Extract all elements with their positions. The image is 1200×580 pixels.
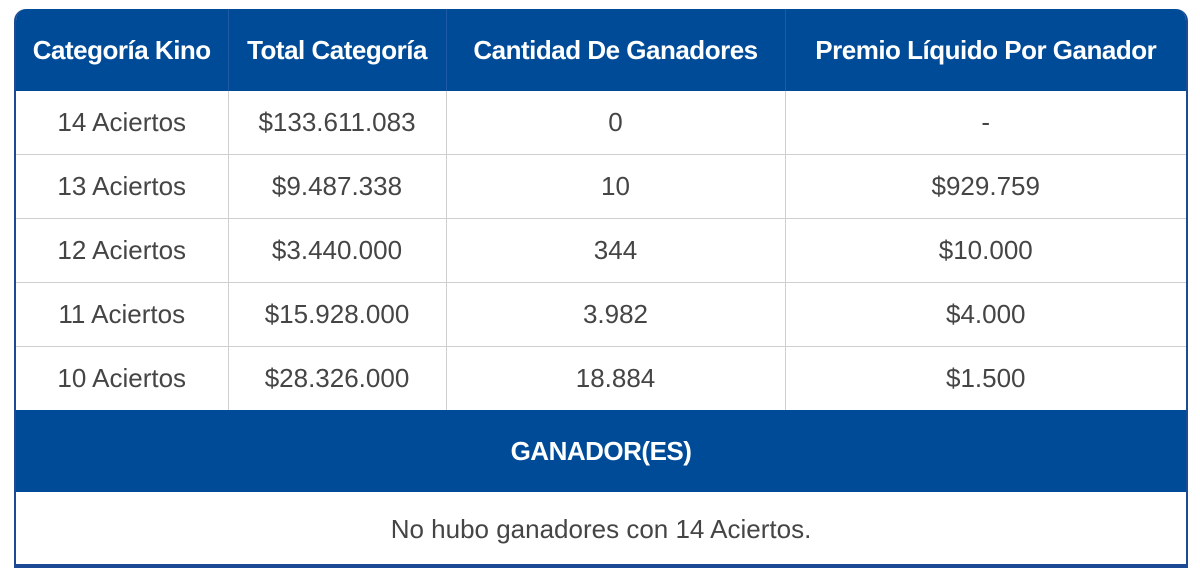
- header-cantidad-ganadores: Cantidad De Ganadores: [445, 9, 785, 91]
- table-row: 11 Aciertos $15.928.000 3.982 $4.000: [16, 282, 1186, 347]
- cell-winners-count: 344: [445, 218, 785, 283]
- cell-winners-count: 3.982: [445, 282, 785, 347]
- cell-total: $15.928.000: [227, 282, 446, 347]
- header-total-categoria: Total Categoría: [227, 9, 446, 91]
- table-row: 14 Aciertos $133.611.083 0 -: [16, 91, 1186, 155]
- table-row: 13 Aciertos $9.487.338 10 $929.759: [16, 154, 1186, 219]
- prize-results-panel: Categoría Kino Total Categoría Cantidad …: [14, 9, 1188, 568]
- cell-prize-per-winner: $929.759: [784, 154, 1186, 219]
- cell-total: $9.487.338: [227, 154, 446, 219]
- prize-table-body: 14 Aciertos $133.611.083 0 - 13 Aciertos…: [16, 91, 1186, 410]
- cell-winners-count: 0: [445, 91, 785, 155]
- cell-total: $28.326.000: [227, 346, 446, 410]
- prize-table-header: Categoría Kino Total Categoría Cantidad …: [16, 9, 1186, 91]
- cell-prize-per-winner: $1.500: [784, 346, 1186, 410]
- table-row: 10 Aciertos $28.326.000 18.884 $1.500: [16, 346, 1186, 410]
- table-row: 12 Aciertos $3.440.000 344 $10.000: [16, 218, 1186, 283]
- cell-prize-per-winner: $10.000: [784, 218, 1186, 283]
- cell-category: 12 Aciertos: [16, 218, 228, 283]
- header-row: Categoría Kino Total Categoría Cantidad …: [16, 9, 1186, 91]
- prize-table: Categoría Kino Total Categoría Cantidad …: [16, 9, 1186, 410]
- cell-prize-per-winner: -: [784, 91, 1186, 155]
- cell-category: 11 Aciertos: [16, 282, 228, 347]
- cell-category: 10 Aciertos: [16, 346, 228, 410]
- winners-message: No hubo ganadores con 14 Aciertos.: [16, 492, 1186, 566]
- cell-total: $3.440.000: [227, 218, 446, 283]
- cell-winners-count: 10: [445, 154, 785, 219]
- winners-section-title: GANADOR(ES): [16, 410, 1186, 492]
- header-categoria-kino: Categoría Kino: [16, 9, 228, 91]
- cell-category: 14 Aciertos: [57, 107, 187, 137]
- cell-prize-per-winner: $4.000: [784, 282, 1186, 347]
- header-premio-liquido: Premio Líquido Por Ganador: [784, 9, 1186, 91]
- cell-winners-count: 18.884: [445, 346, 785, 410]
- cell-total: $133.611.083: [227, 91, 446, 155]
- cell-category: 13 Aciertos: [16, 154, 228, 219]
